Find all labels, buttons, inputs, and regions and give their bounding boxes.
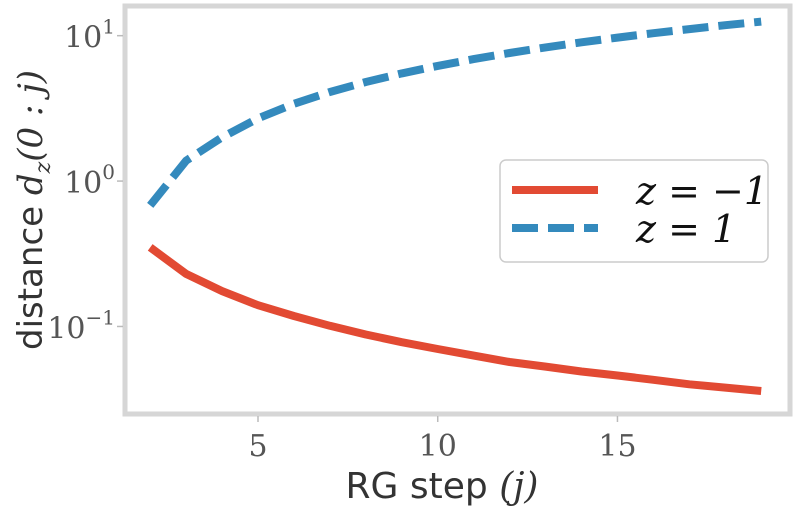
y-tick-label: 100 — [64, 160, 115, 201]
legend: z = −1 z = 1 — [499, 159, 769, 263]
x-tick-label: 10 — [419, 429, 457, 464]
legend-label-z-minus-1: z = −1 — [635, 169, 768, 213]
y-tick-label: 101 — [64, 15, 115, 56]
x-axis-label: RG step (j) — [346, 466, 539, 507]
series-line-1 — [147, 17, 762, 208]
y-axis-label: distance dz(0 : j) — [11, 70, 56, 350]
x-tick-label: 15 — [598, 429, 636, 464]
series-line-0 — [147, 244, 762, 395]
series-layer — [147, 17, 762, 395]
legend-label-z-plus-1: z = 1 — [635, 207, 736, 251]
axis-ticks: 5 10 15 10−1 100 101 — [47, 15, 636, 464]
legend-box — [499, 159, 769, 263]
y-tick-label: 10−1 — [47, 305, 115, 346]
x-tick-label: 5 — [248, 429, 267, 464]
